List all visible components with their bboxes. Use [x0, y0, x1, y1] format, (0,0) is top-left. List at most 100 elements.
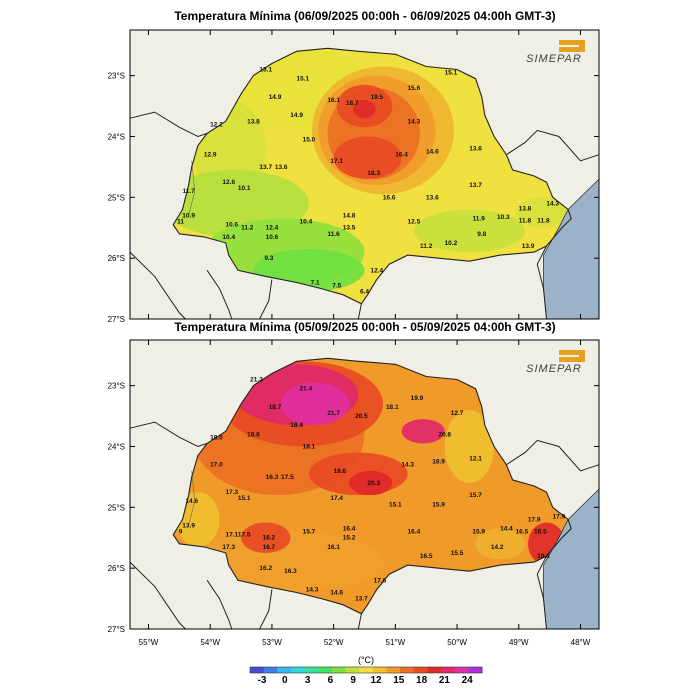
colorbar-segment [454, 667, 469, 673]
station-value: 15.5 [451, 550, 464, 557]
station-value: 18.7 [346, 100, 359, 107]
station-value: 15.2 [343, 535, 356, 542]
colorbar-segment [427, 667, 442, 673]
border-line [357, 303, 362, 320]
station-value: 15.0 [303, 137, 316, 144]
station-value: 17.0 [210, 462, 223, 469]
station-value: 9.3 [264, 255, 273, 262]
station-value: 13.7 [355, 596, 368, 603]
station-value: 12.6 [222, 179, 235, 186]
station-value: 13.6 [469, 146, 482, 153]
lon-tick-label: 53°W [262, 638, 282, 647]
colorbar-tick-label: 12 [370, 675, 382, 686]
colorbar-tick-label: 6 [328, 675, 334, 686]
station-value: 14.3 [306, 586, 319, 593]
station-value: 16.4 [395, 152, 408, 159]
station-value: 16.5 [516, 529, 529, 536]
lat-tick-label: 24°S [108, 132, 125, 141]
station-value: 13.7 [259, 164, 272, 171]
station-value: 6.4 [360, 289, 369, 296]
map-frame [129, 29, 600, 320]
station-value: 10.3 [497, 214, 510, 221]
lat-tick-label: 26°S [108, 564, 125, 573]
station-value: 18.9 [432, 459, 445, 466]
station-value: 14.9 [290, 112, 303, 119]
lon-tick-label: 54°W [200, 638, 220, 647]
border-line [259, 589, 273, 630]
colorbar-segment [400, 667, 415, 673]
station-value: 10.4 [222, 234, 235, 241]
colorbar-segment [290, 667, 305, 673]
lat-tick-label: 27°S [108, 315, 125, 324]
station-value: 16.3 [284, 568, 297, 575]
colorbar-segment [304, 667, 319, 673]
lat-tick-label: 26°S [108, 254, 125, 263]
station-value: 14.3 [546, 200, 559, 207]
station-value: 13.6 [426, 194, 439, 201]
station-value: 14.6 [426, 149, 439, 156]
station-value: 21.3 [250, 377, 263, 384]
station-value: 7.1 [311, 279, 320, 286]
station-value: 10.4 [300, 219, 313, 226]
station-value: 11.8 [519, 217, 532, 224]
station-value: 15.7 [469, 492, 482, 499]
station-value: 17.9 [528, 516, 541, 523]
station-value: 15.9 [472, 529, 485, 536]
map-panel-bottom: 23°S 24°S 25°S 26°S 27°S 55°W 54°W 53°W 52°W 51°W… [108, 339, 600, 647]
colorbar-tick-label: 18 [416, 675, 428, 686]
station-value: 14.6 [185, 498, 198, 505]
station-value: 16.3 [266, 474, 279, 481]
station-value: 18.7 [269, 404, 282, 411]
station-value: 12.5 [408, 219, 421, 226]
station-value: 17.5 [281, 474, 294, 481]
station-value: 11.7 [182, 188, 195, 195]
station-value: 11.2 [241, 225, 254, 232]
border-line [206, 580, 233, 630]
station-value: 13.1 [259, 67, 272, 74]
colorbar-tick-label: 9 [350, 675, 356, 686]
station-value: 21.4 [300, 386, 313, 393]
station-value: 11.6 [327, 231, 340, 238]
colorbar-tick-label: 3 [305, 675, 311, 686]
border-line [506, 129, 600, 162]
station-value: 9.8 [477, 231, 486, 238]
colorbar-tick-label: -3 [258, 675, 267, 686]
station-value: 14.2 [491, 544, 504, 551]
station-value: 17.4 [330, 495, 343, 502]
lon-tick-label: 55°W [139, 638, 159, 647]
station-value: 16.5 [420, 553, 433, 560]
station-value: 16.1 [327, 97, 340, 104]
station-value: 15.1 [296, 76, 309, 83]
station-value: 12.4 [266, 225, 279, 232]
station-value: 17.3 [222, 544, 235, 551]
simepar-logo-text: SIMEPAR [526, 363, 582, 375]
station-value: 15.1 [389, 501, 402, 508]
station-value: 20.3 [367, 480, 380, 487]
lat-tick-label: 25°S [108, 503, 125, 512]
colorbar-tick-label: 21 [439, 675, 451, 686]
station-value: 18.0 [210, 434, 223, 441]
border-line [206, 270, 233, 320]
colorbar-segment [263, 667, 278, 673]
station-value: 16.4 [408, 529, 421, 536]
station-value: 10.6 [266, 234, 279, 241]
station-value: 7.5 [332, 283, 341, 290]
river-line [188, 160, 196, 216]
lon-tick-label: 51°W [386, 638, 406, 647]
colorbar-segment [386, 667, 401, 673]
station-value: 15.1 [238, 495, 251, 502]
station-value: 11 [177, 219, 184, 226]
station-value: 12.9 [204, 152, 217, 159]
station-value: 12.2 [210, 121, 223, 128]
lon-tick-label: 49°W [509, 638, 529, 647]
simepar-logo: SIMEPAR [526, 40, 585, 65]
station-value: 16.7 [263, 544, 276, 551]
station-value: 10.9 [182, 213, 195, 220]
colorbar-tick-label: 0 [282, 675, 288, 686]
colorbar-segment [372, 667, 387, 673]
lon-tick-label: 52°W [324, 638, 344, 647]
border-line [129, 111, 208, 138]
state-outline [172, 47, 572, 305]
river-line [188, 470, 196, 526]
